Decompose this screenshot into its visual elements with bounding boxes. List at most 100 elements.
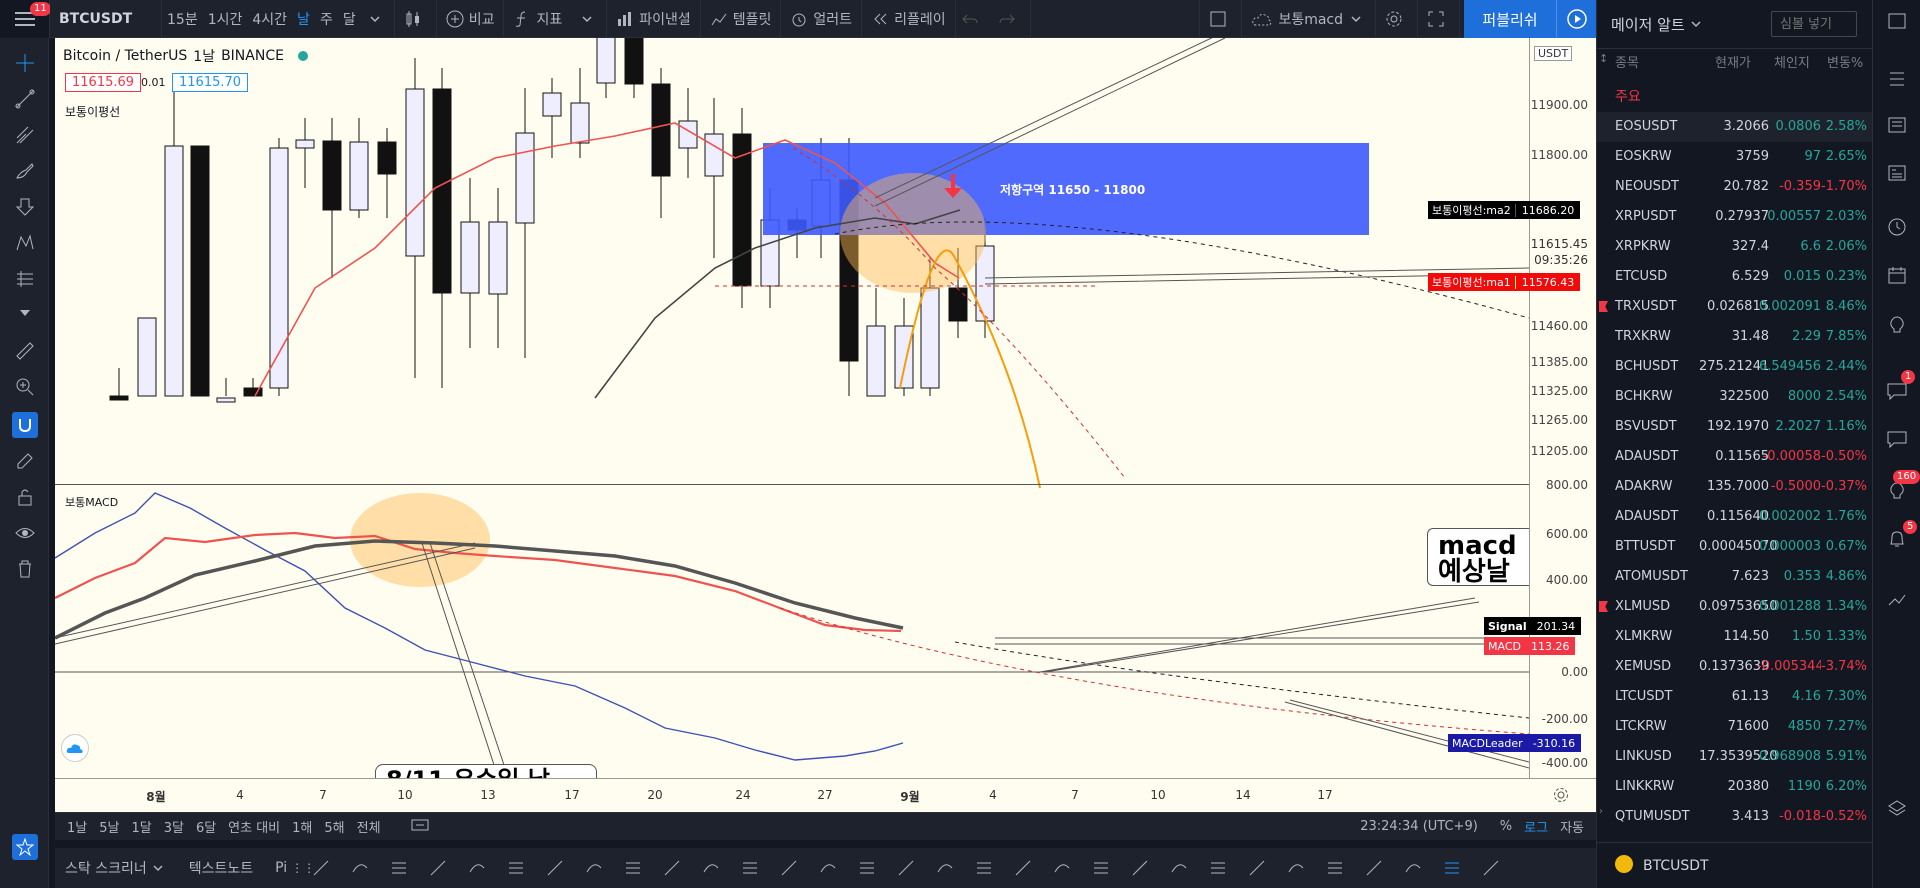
auto-toggle[interactable]: 자동 — [1560, 821, 1584, 836]
arrow-down-tool[interactable] — [1276, 848, 1315, 888]
watchlist-row[interactable]: XRPUSDT 0.27937 0.00557 2.03% — [1597, 202, 1873, 232]
stock-screener-tab[interactable]: 스탁 스크리너 — [55, 858, 173, 878]
undo-button[interactable] — [956, 0, 989, 38]
ellipse-tool[interactable] — [964, 848, 1003, 888]
watchlist-row[interactable]: LINKUSD 17.3539520 0.968908 5.91% — [1597, 742, 1873, 772]
chart-canvas[interactable]: Bitcoin / TetherUS 1날 BINANCE 11615.69 0… — [55, 38, 1596, 778]
column-resize-icon[interactable]: ↕ — [1599, 52, 1609, 65]
compare-button[interactable]: 비교 — [437, 0, 505, 38]
watchlist-row[interactable]: BSVUSDT 192.1970 2.2027 1.16% — [1597, 412, 1873, 442]
horizontal-line-tool[interactable] — [1198, 848, 1237, 888]
watchlist-row[interactable]: BCHUSDT 275.21241 6.549456 2.44% — [1597, 352, 1873, 382]
watchlist-row[interactable]: ETCUSD 6.529 0.015 0.23% — [1597, 262, 1873, 292]
cursor-tool[interactable] — [1432, 848, 1471, 888]
main-menu-button[interactable]: 11 — [0, 0, 51, 38]
range-ytd[interactable]: 연초 대비 — [228, 821, 281, 836]
sine-tool[interactable] — [1042, 848, 1081, 888]
arc-tool[interactable] — [1081, 848, 1120, 888]
remove-tool[interactable] — [12, 556, 38, 582]
selected-symbol-bar[interactable]: BTCUSDT — [1597, 842, 1873, 888]
crosshair-tool[interactable] — [12, 50, 38, 76]
brush-tool[interactable] — [12, 158, 38, 184]
interval-1d[interactable]: 날 — [297, 11, 310, 28]
watchlist-row[interactable]: TRXUSDT 0.026815 0.002091 8.46% — [1597, 292, 1873, 322]
pine-editor-tab[interactable]: Pi — [275, 860, 288, 876]
layout-button[interactable]: 보통macd — [1242, 0, 1376, 38]
panel-collapse-icon[interactable]: › — [1599, 806, 1603, 817]
range-5d[interactable]: 5날 — [99, 821, 120, 836]
trading-button[interactable] — [1884, 588, 1910, 614]
details-button[interactable] — [1884, 112, 1910, 138]
watchlist-row[interactable]: QTUMUSDT 3.413 -0.018 -0.52% — [1597, 802, 1873, 832]
pattern-tool[interactable] — [1003, 848, 1042, 888]
pencil-tool[interactable] — [1471, 848, 1510, 888]
arrow-tool[interactable] — [12, 194, 38, 220]
pitchfork-tool[interactable] — [613, 848, 652, 888]
time-axis[interactable]: 8월 4 7 10 13 17 20 24 27 9월 4 7 10 14 17 — [55, 778, 1596, 812]
line-tool[interactable] — [340, 848, 379, 888]
notifications-button[interactable] — [1884, 526, 1910, 552]
ask-box[interactable]: 11615.70 — [172, 73, 249, 92]
more-tools-button[interactable] — [12, 300, 38, 326]
watchlist-row[interactable]: EOSUSDT 3.2066 0.0806 2.58% — [1597, 112, 1873, 142]
chart-type-button[interactable] — [395, 0, 437, 38]
private-chats-button[interactable] — [1884, 426, 1910, 452]
hide-tool[interactable] — [12, 520, 38, 546]
watchlist-row[interactable]: TRXKRW 31.48 2.29 7.85% — [1597, 322, 1873, 352]
watchlist-row[interactable]: NEOUSDT 20.782 -0.359 -1.70% — [1597, 172, 1873, 202]
zoom-tool[interactable] — [12, 374, 38, 400]
redo-button[interactable] — [989, 0, 1031, 38]
pane-separator[interactable] — [55, 484, 1596, 485]
pattern-tool[interactable] — [12, 230, 38, 256]
range-6m[interactable]: 6달 — [195, 821, 217, 836]
bid-box[interactable]: 11615.69 — [65, 73, 142, 92]
watchlist-row[interactable]: EOSKRW 3759 97 2.65% — [1597, 142, 1873, 172]
log-toggle[interactable]: 로그 — [1524, 821, 1549, 836]
interval-4h[interactable]: 4시간 — [252, 11, 288, 28]
range-1y[interactable]: 1해 — [292, 821, 313, 836]
watchlist-row[interactable]: BTTUSDT 0.00045070 0.000003 0.67% — [1597, 532, 1873, 562]
symbol-search-button[interactable]: BTCUSDT — [50, 0, 162, 38]
publish-button[interactable]: 퍼블리쉬 — [1464, 0, 1556, 38]
zigzag-tool[interactable] — [886, 848, 925, 888]
path-tool[interactable] — [535, 848, 574, 888]
section-header[interactable]: 주요 — [1615, 89, 1641, 105]
polyline-tool[interactable] — [847, 848, 886, 888]
layers-button[interactable] — [1884, 796, 1910, 822]
drag-handle-icon[interactable]: ⋮⋮ — [291, 861, 316, 875]
cross-line-tool[interactable] — [574, 848, 613, 888]
play-button[interactable] — [1556, 0, 1596, 38]
stay-drawing-tool[interactable] — [12, 448, 38, 474]
symbol-input[interactable] — [1771, 11, 1857, 37]
interval-1h[interactable]: 1시간 — [207, 11, 243, 28]
flag-icon[interactable] — [1599, 601, 1608, 612]
col-symbol[interactable]: 종목 — [1615, 56, 1639, 71]
templates-button[interactable]: 템플릿 — [701, 0, 782, 38]
favorites-button[interactable] — [12, 834, 38, 860]
curve-tool[interactable] — [457, 848, 496, 888]
watchlist-row[interactable]: ADAKRW 135.7000 -0.5000 -0.37% — [1597, 472, 1873, 502]
watchlist-row[interactable]: XEMUSD 0.1373639 -0.005344 -3.74% — [1597, 652, 1873, 682]
watchlist-row[interactable]: LTCUSDT 61.13 4.16 7.30% — [1597, 682, 1873, 712]
extended-line-tool[interactable] — [418, 848, 457, 888]
watchlist-row[interactable]: LINKKRW 20380 1190 6.20% — [1597, 772, 1873, 802]
clock-label[interactable]: 23:24:34 (UTC+9) — [1360, 819, 1478, 834]
chats-button[interactable] — [1884, 378, 1910, 404]
trend-angle-tool[interactable] — [1237, 848, 1276, 888]
magnet-tool[interactable] — [12, 412, 38, 438]
watchlist-row[interactable]: XLMUSD 0.09753650 0.001288 1.34% — [1597, 592, 1873, 622]
brush-tool[interactable] — [808, 848, 847, 888]
watchlist-row[interactable]: XRPKRW 327.4 6.6 2.06% — [1597, 232, 1873, 262]
ma-legend[interactable]: 보통이평선 — [65, 105, 121, 119]
range-5y[interactable]: 5해 — [324, 821, 345, 836]
fullscreen-button[interactable] — [1418, 0, 1460, 38]
calendar-button[interactable] — [1884, 262, 1910, 288]
watchlist-row[interactable]: ADAUSDT 0.115640 0.002002 1.76% — [1597, 502, 1873, 532]
ray-tool[interactable] — [379, 848, 418, 888]
flag-icon[interactable] — [1599, 301, 1608, 312]
range-1d[interactable]: 1날 — [67, 821, 88, 836]
hotlists-button[interactable] — [1884, 214, 1910, 240]
interval-1m[interactable]: 달 — [342, 11, 356, 28]
fib-tool[interactable] — [12, 122, 38, 148]
brush2-tool[interactable] — [1393, 848, 1432, 888]
